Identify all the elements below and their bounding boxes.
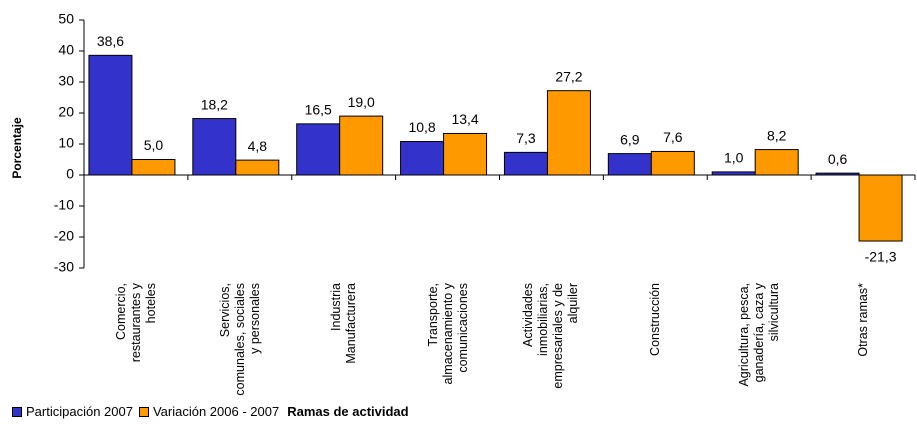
- y-tick-label: 20: [58, 104, 74, 120]
- bar: [131, 159, 176, 176]
- y-tick-label: -30: [54, 259, 74, 275]
- x-tick-text: Transporte, almacenamiento y comunicacio…: [425, 283, 470, 385]
- x-tick-label: Construcción: [607, 283, 703, 401]
- bar: [192, 118, 237, 176]
- value-label: 13,4: [451, 111, 478, 127]
- legend-label: Variación 2006 - 2007: [152, 404, 280, 419]
- x-tick-label: Actividades inmobiliarias, empresariales…: [503, 283, 599, 401]
- x-axis-title: Ramas de actividad: [287, 404, 409, 419]
- value-label: 1,0: [724, 150, 744, 166]
- bar: [339, 115, 384, 176]
- y-axis-title: Porcentaje: [10, 117, 24, 179]
- legend-label: Participación 2007: [26, 404, 133, 419]
- x-tick-label: Servicios, comunales, sociales y persona…: [192, 283, 288, 401]
- x-tick-label: Comercio, restaurantes y hoteles: [88, 283, 184, 401]
- value-label: 4,8: [248, 138, 268, 154]
- value-label: 10,8: [408, 119, 435, 135]
- bar: [235, 159, 280, 176]
- value-label: 0,6: [828, 151, 848, 167]
- value-label: 7,6: [663, 129, 683, 145]
- x-tick-text: Agricultura, pesca, ganadería, caza y si…: [736, 283, 781, 387]
- value-label: -21,3: [865, 249, 897, 265]
- bar: [815, 172, 860, 176]
- bar: [650, 150, 695, 176]
- value-label: 6,9: [620, 131, 640, 147]
- x-tick-text: Otras ramas*: [855, 283, 870, 357]
- x-tick-label: Agricultura, pesca, ganadería, caza y si…: [711, 283, 807, 401]
- x-tick-text: Actividades inmobiliarias, empresariales…: [521, 283, 581, 389]
- bar: [503, 151, 548, 176]
- bar: [711, 171, 756, 176]
- value-label: 27,2: [555, 68, 582, 84]
- legend-swatch: [12, 406, 22, 417]
- y-tick-label: 40: [58, 42, 74, 58]
- value-label: 7,3: [516, 130, 536, 146]
- y-tick-label: -20: [54, 228, 74, 244]
- value-label: 5,0: [144, 137, 164, 153]
- bar: [546, 90, 591, 176]
- value-label: 18,2: [201, 96, 228, 112]
- bar: [443, 132, 488, 176]
- x-tick-text: Servicios, comunales, sociales y persona…: [217, 283, 262, 396]
- value-label: 8,2: [767, 127, 787, 143]
- y-tick-label: 50: [58, 11, 74, 27]
- bar: [88, 54, 133, 176]
- x-tick-text: Comercio, restaurantes y hoteles: [113, 283, 158, 363]
- x-tick-text: Construcción: [647, 283, 662, 356]
- y-tick-label: 30: [58, 73, 74, 89]
- y-tick-label: 10: [58, 135, 74, 151]
- bar: [754, 149, 799, 176]
- bar: [607, 153, 652, 176]
- value-label: 38,6: [97, 33, 124, 49]
- legend: Participación 2007 Variación 2006 - 2007 R…: [12, 404, 409, 419]
- x-tick-label: Industria Manufacturera: [296, 283, 392, 401]
- bar: [296, 123, 341, 176]
- value-label: 16,5: [305, 102, 332, 118]
- bar: [858, 174, 903, 242]
- x-tick-label: Otras ramas*: [815, 283, 911, 401]
- x-tick-label: Transporte, almacenamiento y comunicacio…: [400, 283, 496, 401]
- value-label: 19,0: [348, 94, 375, 110]
- x-tick-text: Industria Manufacturera: [328, 283, 358, 364]
- y-tick-label: -10: [54, 197, 74, 213]
- y-tick-label: 0: [66, 166, 74, 182]
- legend-swatch: [138, 406, 149, 417]
- bar: [400, 141, 445, 176]
